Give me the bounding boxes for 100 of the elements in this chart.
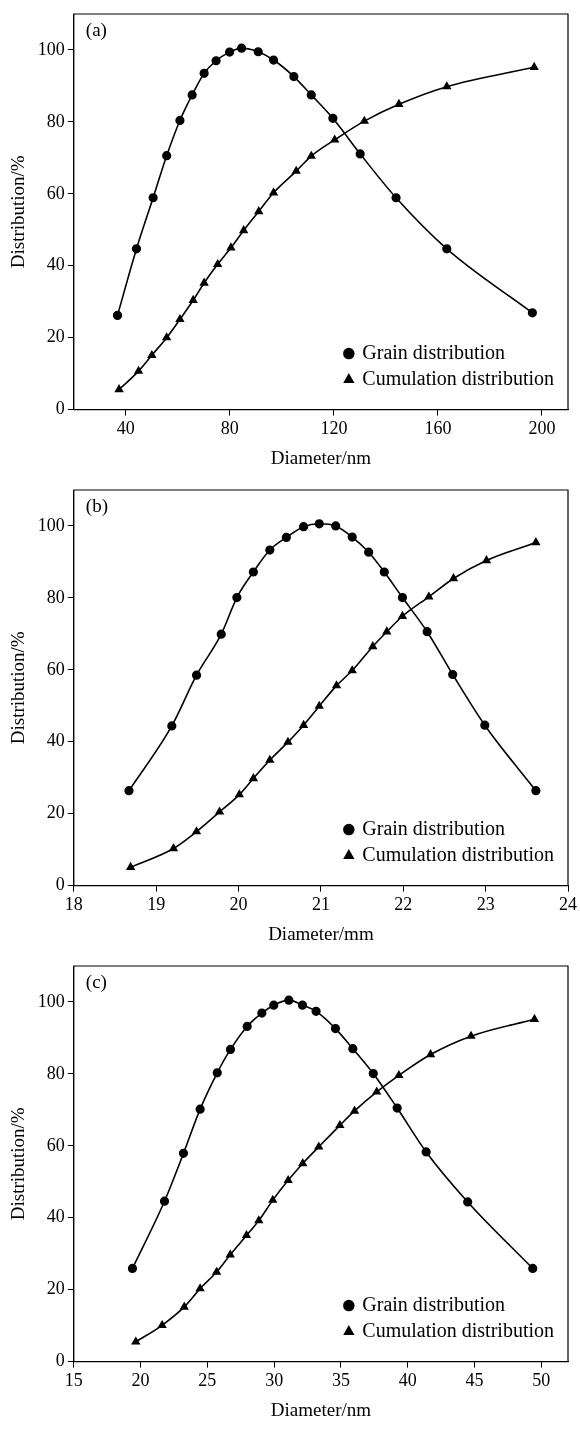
point [158,1320,167,1328]
point [463,1197,473,1207]
point [426,1049,435,1058]
point [169,843,178,852]
point [131,1337,140,1345]
point [265,755,274,763]
x-tick-label: 160 [424,418,452,439]
annotation: (c) [85,971,107,994]
point [527,308,537,318]
point [269,1000,279,1010]
point [442,244,452,254]
point [232,592,242,603]
x-tick-label: 15 [64,1370,83,1391]
x-tick-label: 19 [147,894,166,915]
point [195,1104,205,1114]
point [175,115,185,126]
point [162,151,172,161]
point [422,627,432,637]
point [424,592,433,600]
point [257,1008,267,1018]
point [531,537,540,546]
legend-label: Cumulation distribution [362,842,554,865]
x-tick-label: 35 [331,1370,350,1391]
point [392,1103,402,1113]
x-tick-label: 45 [465,1370,484,1391]
y-axis-title: Distribution/% [7,1107,29,1221]
point [449,573,458,582]
point [379,567,389,577]
point [212,1267,221,1275]
point [147,350,156,358]
point [398,611,407,619]
point [328,113,338,123]
y-tick-label: 20 [46,1278,65,1299]
x-tick-label: 40 [116,418,135,439]
point [216,629,226,639]
point [269,188,278,196]
point [350,1106,359,1114]
point [372,1087,381,1095]
point [289,71,299,82]
point [196,1283,205,1292]
point [283,737,293,745]
y-tick-label: 100 [37,990,65,1011]
y-tick-label: 40 [46,254,65,275]
y-axis-title: Distribution/% [7,631,29,745]
point [292,166,301,174]
x-axis-title: Diameter/mm [268,922,374,944]
x-tick-label: 23 [476,894,495,915]
y-axis-title: Distribution/% [7,155,29,269]
x-tick-label: 30 [265,1370,284,1391]
point [225,1044,236,1055]
legend-label: Grain distribution [362,1292,506,1315]
point [126,862,135,870]
point [226,1250,235,1258]
point [114,384,124,393]
point [175,314,185,323]
point [394,99,404,107]
legend-label: Cumulation distribution [362,366,554,389]
y-tick-label: 80 [46,110,65,131]
point [368,1068,378,1079]
x-axis-title: Diameter/nm [270,1398,372,1420]
point [131,244,142,254]
point [248,567,258,577]
point [528,1263,538,1274]
point [442,82,451,90]
point [397,592,408,603]
x-tick-label: 21 [311,894,330,915]
point [421,1147,431,1157]
point [134,366,143,374]
point [314,1142,323,1150]
y-tick-label: 20 [46,326,65,347]
x-tick-label: 50 [532,1370,551,1391]
point [162,333,171,341]
point [530,1014,539,1022]
point [480,720,490,730]
point [299,720,308,728]
point [281,532,291,543]
point [253,47,263,57]
y-tick-label: 100 [37,38,65,59]
y-tick-label: 80 [46,1062,65,1083]
x-tick-label: 24 [559,894,577,915]
x-tick-label: 200 [528,418,556,439]
point [306,90,316,100]
annotation: (a) [85,19,107,42]
point [284,995,294,1005]
point [364,547,374,557]
point [265,545,275,555]
point [178,1148,189,1158]
annotation: (b) [85,495,108,518]
point [235,790,244,798]
y-tick-label: 60 [46,1134,65,1155]
point [284,1175,293,1184]
point [167,721,177,731]
y-tick-label: 0 [55,1350,65,1371]
point [200,278,209,286]
y-tick-label: 60 [46,658,65,679]
point [394,1070,403,1079]
point [331,521,341,531]
point [466,1031,476,1039]
point [254,1216,263,1224]
point [330,1023,341,1034]
